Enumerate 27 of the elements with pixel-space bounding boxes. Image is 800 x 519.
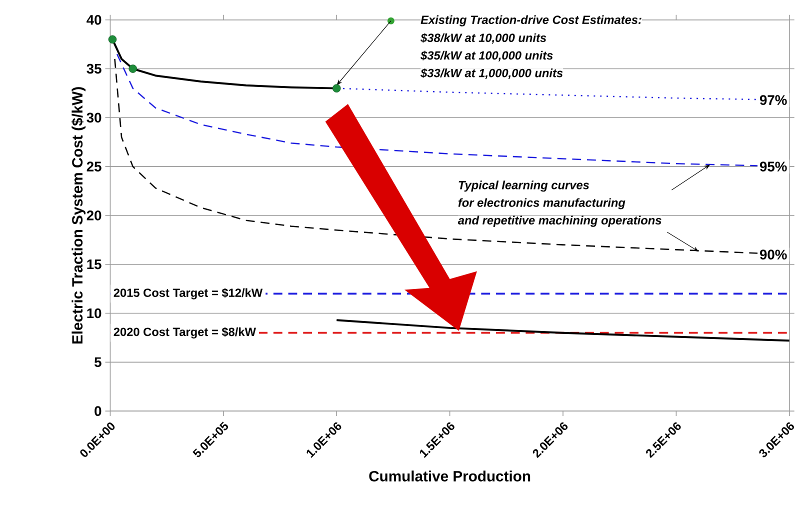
y-tick-label: 15 xyxy=(87,259,102,270)
annotation: Existing Traction-drive Cost Estimates: xyxy=(420,15,642,26)
annotation: $33/kW at 1,000,000 units xyxy=(420,68,563,79)
y-tick-label: 20 xyxy=(86,210,102,220)
annotation: $35/kW at 100,000 units xyxy=(420,50,553,62)
y-tick-label: 30 xyxy=(86,112,102,122)
line-series xyxy=(336,318,790,342)
y-axis-title: Electric Traction System Cost ($/kW) xyxy=(71,87,86,344)
series-label: 97% xyxy=(760,95,787,105)
annotation: Typical learning curves xyxy=(458,180,590,192)
y-tick-label: 35 xyxy=(86,64,102,74)
series-label: 95% xyxy=(760,162,787,172)
annotation: $38/kW at 10,000 units xyxy=(420,32,546,44)
point xyxy=(108,35,117,44)
y-tick-label: 40 xyxy=(86,14,102,25)
annotation: for electronics manufacturing xyxy=(458,198,626,210)
y-tick-label: 25 xyxy=(86,162,102,172)
point xyxy=(128,64,138,73)
annotation: and repetitive machining operations xyxy=(458,216,662,227)
series-label: 90% xyxy=(760,250,787,260)
y-tick-label: 10 xyxy=(87,308,102,318)
y-tick-label: 0 xyxy=(94,406,102,416)
ref-line-label: 2015 Cost Target = $12/kW xyxy=(114,288,263,300)
x-axis-title: Cumulative Production xyxy=(369,470,530,482)
y-tick-label: 5 xyxy=(94,357,102,367)
ref-line-label: 2020 Cost Target = $8/kW xyxy=(114,327,256,338)
point xyxy=(332,84,341,92)
